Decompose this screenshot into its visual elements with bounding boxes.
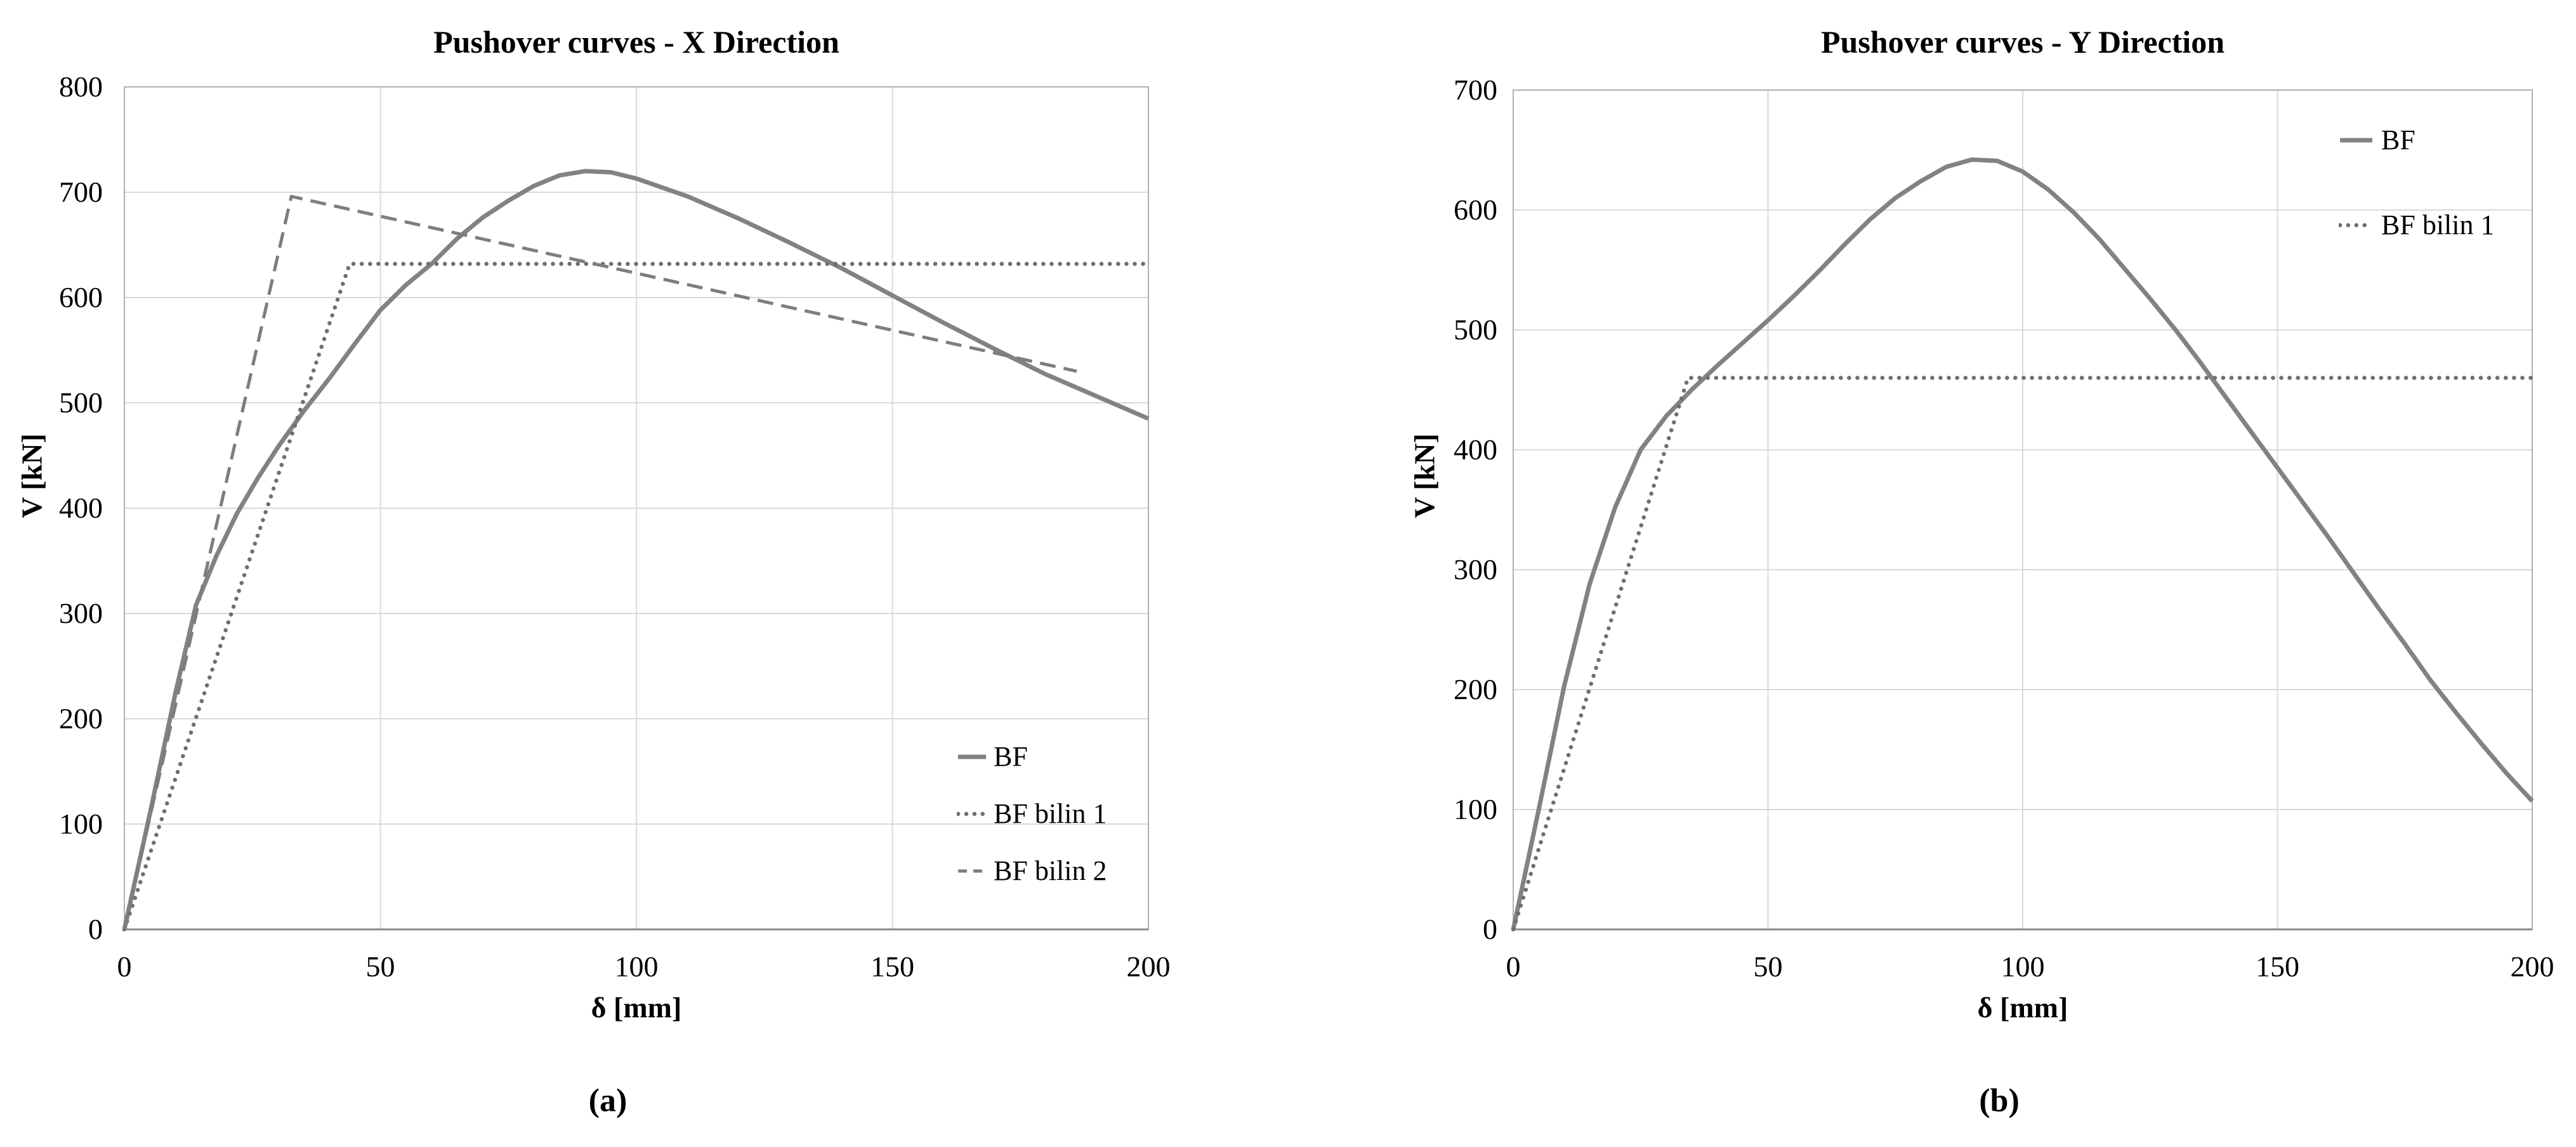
y-tick-label: 100 bbox=[59, 808, 103, 840]
x-tick-label: 200 bbox=[2510, 950, 2554, 983]
y-tick-label: 600 bbox=[1454, 193, 1497, 226]
x-axis-label: δ [mm] bbox=[1977, 991, 2068, 1024]
chart-title: Pushover curves - X Direction bbox=[433, 24, 839, 60]
x-tick-label: 50 bbox=[365, 950, 395, 983]
x-tick-label: 150 bbox=[871, 950, 914, 983]
y-axis-label: V [kN] bbox=[15, 433, 48, 518]
y-tick-label: 0 bbox=[1483, 913, 1497, 945]
y-tick-label: 300 bbox=[1454, 553, 1497, 586]
x-tick-label: 150 bbox=[2256, 950, 2299, 983]
y-tick-label: 500 bbox=[1454, 313, 1497, 346]
y-tick-label: 700 bbox=[1454, 74, 1497, 106]
subfigure-label-a: (a) bbox=[588, 1082, 628, 1119]
y-axis-label: V [kN] bbox=[1408, 433, 1441, 518]
legend-label: BF bilin 1 bbox=[994, 798, 1107, 829]
legend-sample-solid-line bbox=[958, 754, 986, 759]
x-tick-label: 100 bbox=[614, 950, 659, 983]
legend-item-bf: BF bbox=[957, 743, 1028, 771]
x-tick-label: 200 bbox=[1126, 950, 1171, 983]
legend-sample-dashed-line bbox=[958, 869, 986, 873]
legend-item-bf-bilin-1: BF bilin 1 bbox=[2339, 211, 2495, 239]
y-tick-label: 400 bbox=[59, 492, 103, 524]
subfigure-label-b: (b) bbox=[1979, 1082, 2020, 1119]
y-tick-label: 800 bbox=[59, 70, 103, 103]
legend-sample-solid-line bbox=[2340, 138, 2372, 143]
legend-sample-dotted-line bbox=[2339, 223, 2374, 228]
x-tick-label: 0 bbox=[1506, 950, 1521, 983]
chart-title: Pushover curves - Y Direction bbox=[1820, 24, 2225, 60]
series-line-bf-bilin-1 bbox=[1511, 376, 2535, 932]
legend-item-bf-bilin-2: BF bilin 2 bbox=[957, 857, 1107, 885]
x-tick-label: 50 bbox=[1753, 950, 1783, 983]
y-tick-label: 300 bbox=[59, 597, 103, 629]
legend-sample-dotted-line bbox=[957, 811, 987, 816]
legend-label: BF bilin 2 bbox=[994, 855, 1107, 886]
y-tick-label: 600 bbox=[59, 281, 103, 313]
y-tick-label: 400 bbox=[1454, 433, 1497, 466]
legend-label: BF bbox=[2381, 124, 2415, 155]
y-tick-label: 700 bbox=[59, 176, 103, 208]
x-axis-label: δ [mm] bbox=[591, 991, 682, 1024]
legend-item-bf: BF bbox=[2339, 126, 2415, 154]
series-line-bf-bilin-1 bbox=[122, 261, 1151, 932]
legend-label: BF bbox=[994, 741, 1028, 772]
legend-item-bf-bilin-1: BF bilin 1 bbox=[957, 800, 1107, 828]
x-tick-label: 0 bbox=[117, 950, 132, 983]
series-line-bf bbox=[1511, 157, 2534, 930]
y-tick-label: 200 bbox=[59, 702, 103, 735]
legend-label: BF bilin 1 bbox=[2381, 209, 2495, 240]
y-tick-label: 500 bbox=[59, 386, 103, 419]
x-tick-label: 100 bbox=[2001, 950, 2045, 983]
y-tick-label: 100 bbox=[1454, 793, 1497, 825]
y-tick-label: 0 bbox=[88, 913, 103, 945]
series-line-bf-bilin-2 bbox=[122, 195, 1077, 930]
y-tick-label: 200 bbox=[1454, 673, 1497, 705]
